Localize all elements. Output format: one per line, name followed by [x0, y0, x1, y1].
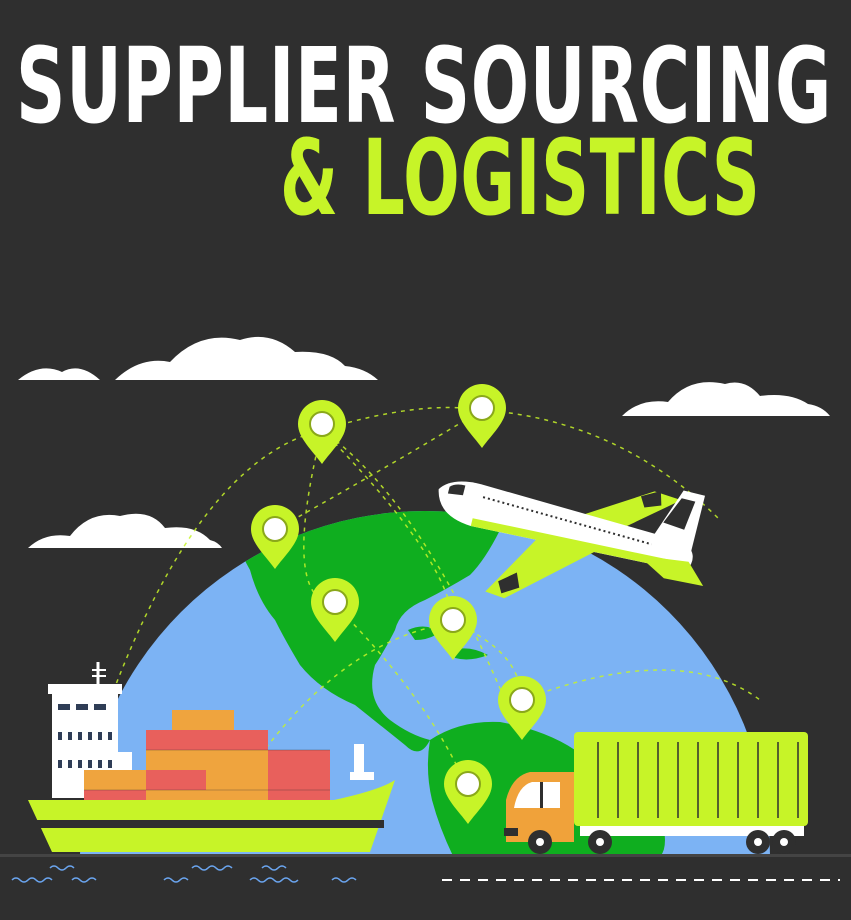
cargo-ship-icon — [28, 662, 395, 852]
container-truck-icon — [504, 732, 808, 854]
title-line-1: SUPPLIER SOURCING — [16, 25, 832, 147]
location-pin-icon — [457, 383, 507, 449]
cloud-icon — [28, 513, 222, 548]
cloud-icon — [622, 382, 830, 416]
location-pin-icon — [297, 399, 347, 465]
water-waves-icon — [11, 865, 357, 883]
title-line-2: & LOGISTICS — [280, 117, 761, 239]
airplane-icon — [438, 481, 706, 599]
cloud-icon — [18, 336, 378, 380]
